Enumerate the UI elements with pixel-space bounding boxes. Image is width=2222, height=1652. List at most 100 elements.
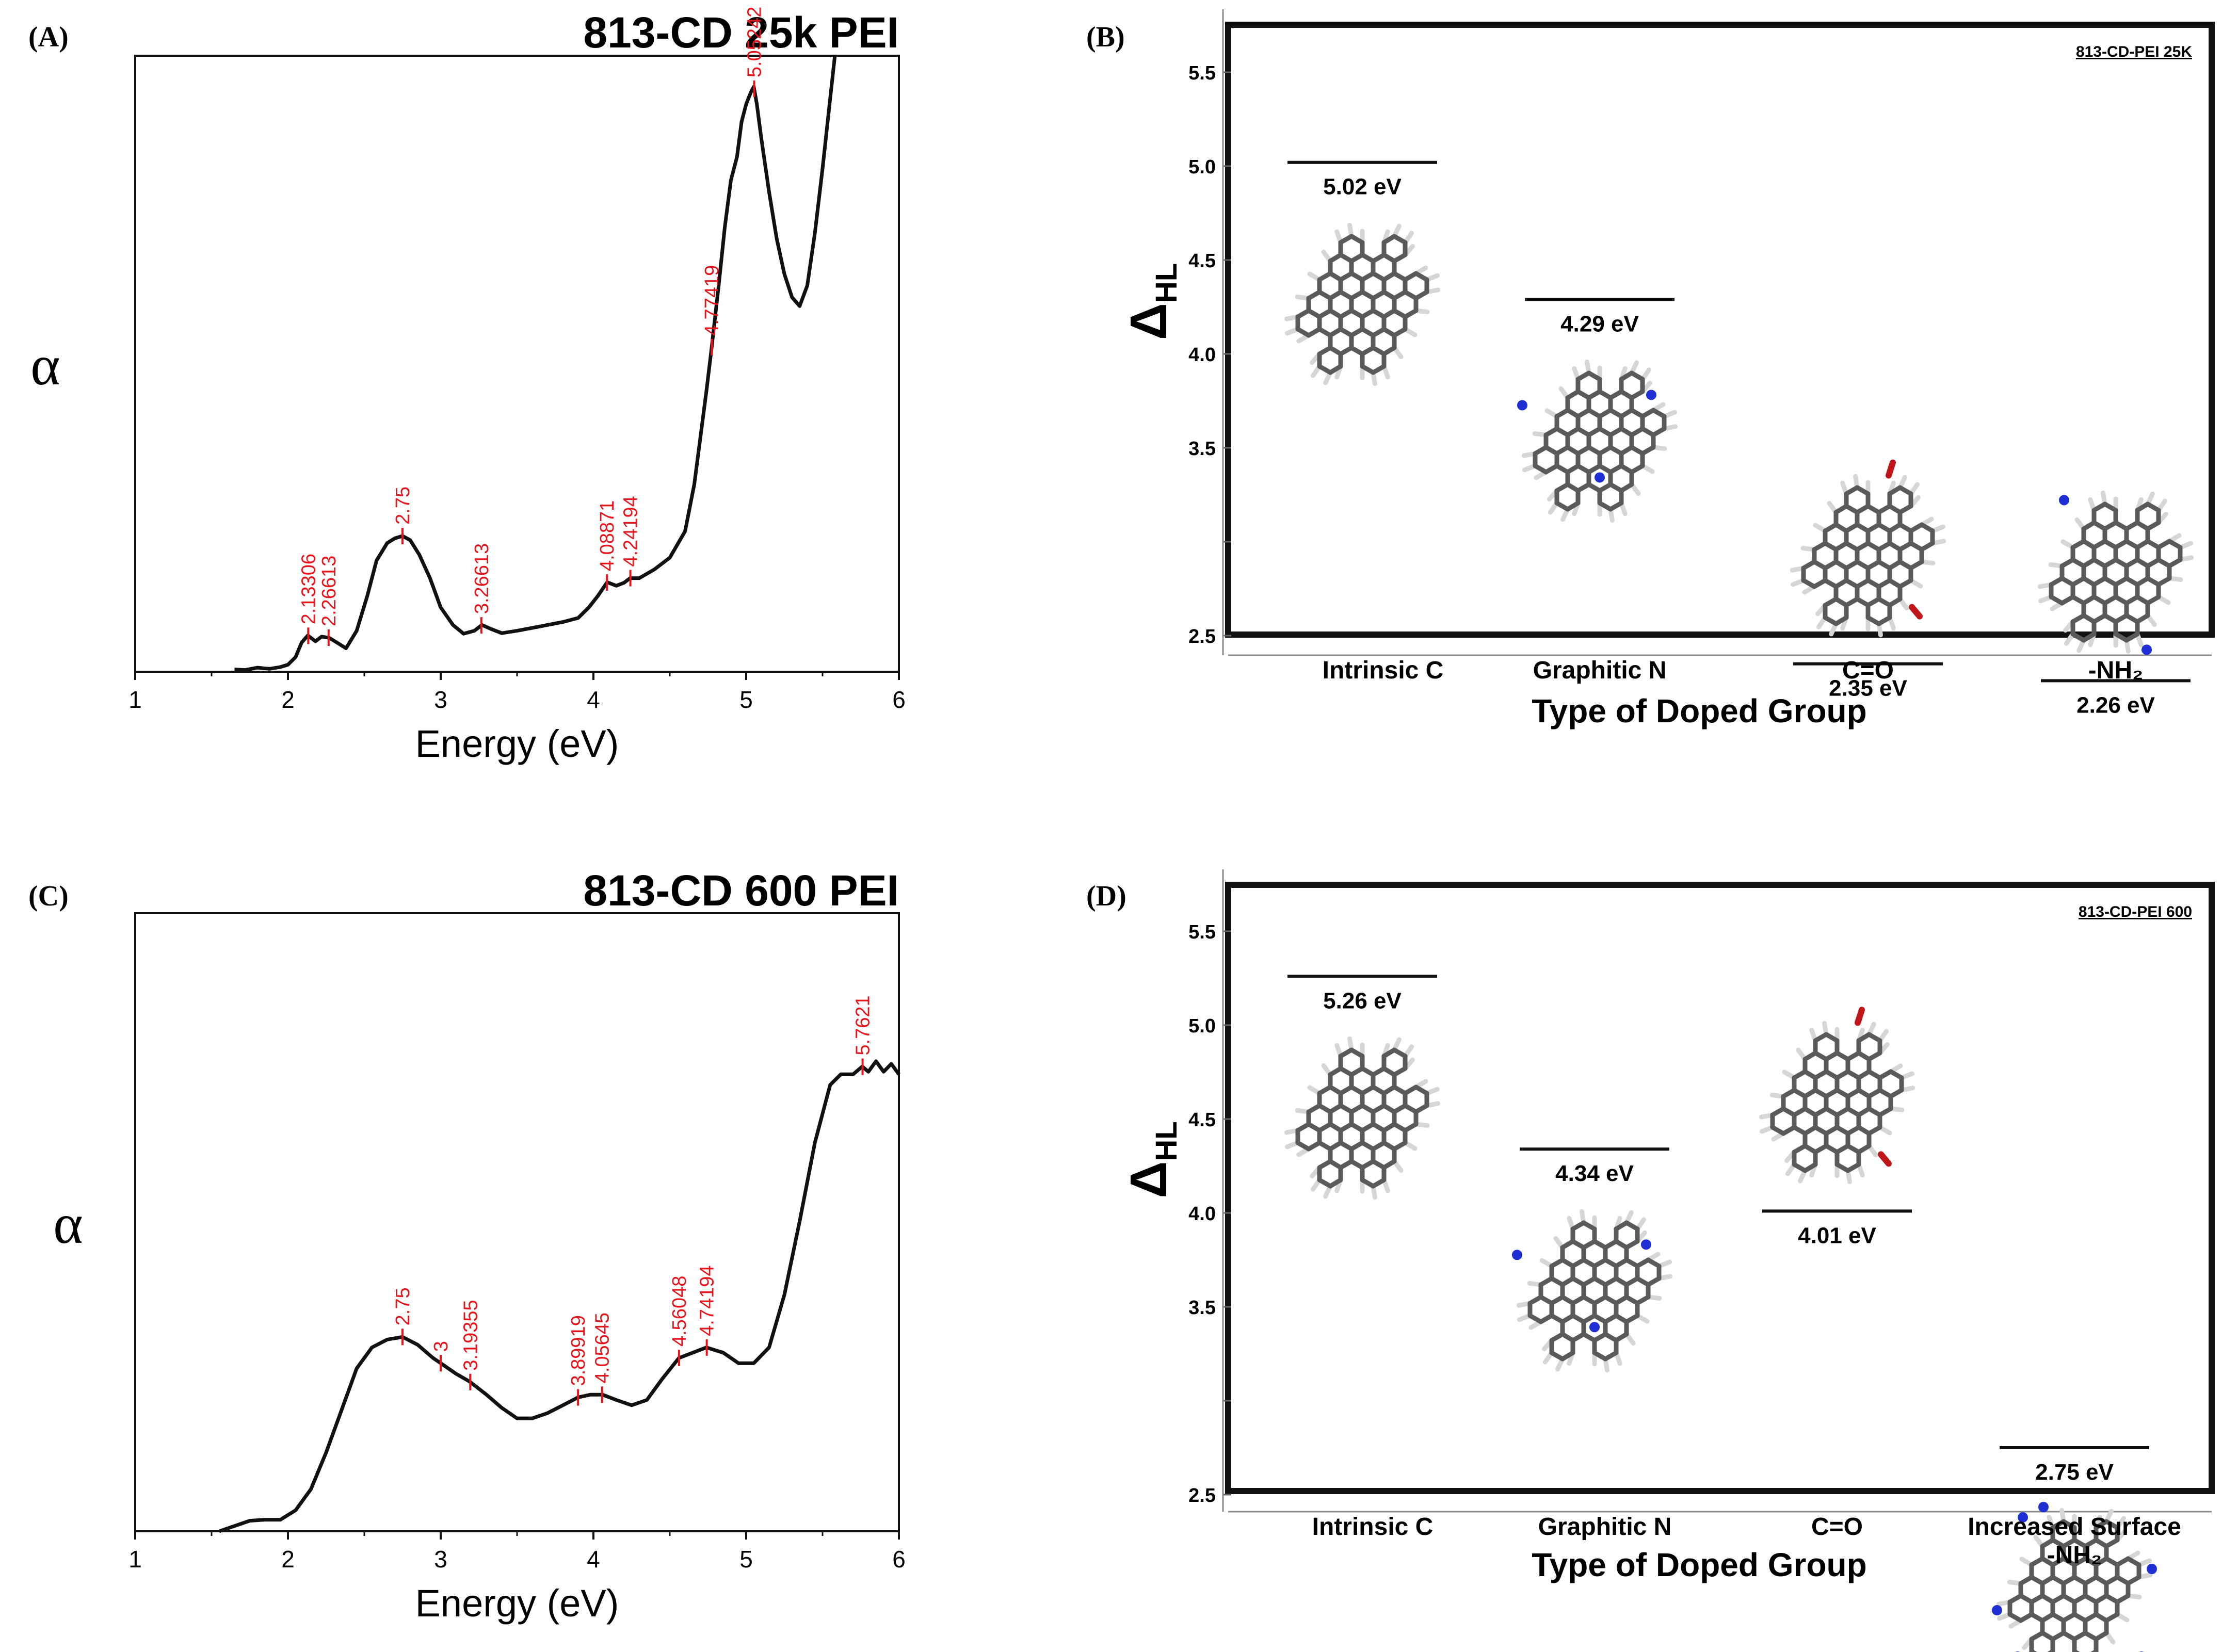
c-bond: [1381, 1047, 1397, 1059]
x-tick-label: 3: [434, 686, 447, 713]
panel-d-letter: (D): [1086, 880, 1126, 912]
peak-label: 2.75: [392, 487, 414, 525]
c-bond: [2156, 576, 2172, 587]
x-tick-label: 5: [739, 1546, 753, 1573]
c-bond: [1856, 1143, 1872, 1155]
y-tick-label: 5.5: [1188, 921, 1216, 943]
x-tick-label: 4: [587, 686, 600, 713]
peak-label: 2.75: [392, 1287, 414, 1325]
c-bond: [1381, 1159, 1397, 1170]
c-bond: [1651, 426, 1667, 438]
c-bond: [2091, 501, 2107, 513]
y-axis-label: ΔHL: [1120, 1121, 1183, 1198]
y-tick-label: 4.5: [1188, 1109, 1216, 1131]
panel-tag: 813-CD-PEI 25K: [2076, 43, 2192, 60]
c-bond: [1897, 578, 1913, 589]
energy-value-label: 2.26 eV: [2076, 692, 2155, 718]
x-tick-label: 2: [281, 1546, 295, 1573]
x-tick-label: 6: [892, 1546, 906, 1573]
peak-label: 5.7621: [852, 995, 874, 1055]
amine-group: [2147, 1564, 2157, 1574]
c-bond: [2104, 1537, 2120, 1549]
y-tick-label: 4.0: [1188, 344, 1216, 366]
c-bond: [1897, 504, 1913, 515]
y-tick-label: 4.5: [1188, 250, 1216, 272]
c-bond: [1908, 559, 1924, 571]
panel-tag: 813-CD-PEI 600: [2079, 903, 2192, 920]
y-tick-label: 3.5: [1188, 438, 1216, 460]
molecule-carbonyl: [1790, 459, 1946, 638]
absorption-curve: [218, 1059, 900, 1533]
category-label: Graphitic N: [1533, 657, 1667, 684]
x-tick-label: 5: [739, 686, 753, 713]
molecule-carbonyl: [1759, 1007, 1915, 1185]
c-bond: [1887, 596, 1903, 608]
c-bond: [1570, 1220, 1586, 1232]
peak-label: 3.26613: [471, 543, 493, 614]
energy-value-label: 4.01 eV: [1798, 1223, 1876, 1248]
c-bond: [1919, 541, 1935, 552]
panel-c: (C) 813-CD 600 PEI 1 2 3 4 5 6 Energy (eV) α 2.75 3…: [28, 866, 906, 1625]
panel-a: (A) 813-CD 25k PEI 1 2 3 4 5 6 Energy (eV) α 2.133…: [28, 7, 906, 765]
c-bond: [1908, 522, 1924, 533]
c-bond: [1575, 370, 1591, 382]
panel-d: (D) 2.5 3.5 4.0 4.5 5.0 5.5 813-CD-PEI 600 ΔHL 5.…: [1086, 869, 2215, 1652]
c-bond: [1614, 1220, 1629, 1232]
x-tick-label: 6: [892, 686, 906, 713]
c-bond: [1338, 1047, 1354, 1059]
c-bond: [1629, 389, 1645, 400]
c-bond: [2115, 1556, 2131, 1567]
c-bond: [2126, 1575, 2142, 1586]
x-tick-label: 2: [281, 686, 295, 713]
panel-b: (B) 2.5 3.5 4.0 4.5 5.0 5.5 813-CD-PEI 25K ΔHL 5.…: [1086, 9, 2215, 730]
plot-frame: [1225, 882, 2215, 1494]
category-label-2: -NH₂: [2047, 1542, 2102, 1569]
oxygen-bond: [1886, 459, 1896, 479]
peak-label: 3: [430, 1341, 452, 1352]
plot-frame: [134, 912, 900, 1532]
c-bond: [1392, 252, 1408, 264]
c-bond: [1866, 1125, 1882, 1136]
c-bond: [1635, 1294, 1651, 1306]
category-label: Intrinsic C: [1323, 657, 1444, 684]
y-tick-label: 5.0: [1188, 156, 1216, 178]
y-axis-label: ΔHL: [1120, 263, 1183, 340]
c-bond: [1646, 1276, 1662, 1287]
y-tick-label: 2.5: [1188, 626, 1216, 647]
y-tick-label: 4.0: [1188, 1203, 1216, 1225]
energy-value-label: 5.02 eV: [1323, 174, 1402, 200]
c-bond: [1413, 289, 1429, 301]
nitrogen-atom: [1641, 1239, 1651, 1250]
nitrogen-atom: [1595, 472, 1605, 483]
c-bond: [1381, 234, 1397, 245]
peak-label: 4.08871: [597, 500, 618, 571]
c-bond: [1844, 485, 1860, 496]
c-bond: [2104, 1612, 2120, 1623]
c-bond: [1877, 1069, 1893, 1080]
x-tick-label: 3: [434, 1546, 447, 1573]
c-bond: [1381, 345, 1397, 357]
absorption-curve: [234, 56, 837, 672]
c-bond: [1403, 308, 1419, 319]
amine-group: [2018, 1512, 2028, 1523]
c-bond: [1413, 1103, 1429, 1114]
y-tick-label: 5.5: [1188, 62, 1216, 84]
energy-value-label: 2.35 eV: [1829, 676, 1907, 701]
amine-group: [2142, 644, 2152, 655]
c-bond: [2050, 1519, 2066, 1530]
category-label: -NH₂: [2088, 657, 2144, 684]
c-bond: [1403, 1084, 1419, 1096]
panel-a-letter: (A): [28, 21, 69, 53]
peak-label: 4.74194: [697, 1266, 718, 1336]
c-bond: [1856, 1032, 1872, 1043]
energy-value-label: 4.29 eV: [1560, 311, 1639, 336]
y-tick-label: 5.0: [1188, 1015, 1216, 1037]
peak-label: 2.13306: [298, 554, 319, 624]
c-bond: [2135, 613, 2150, 624]
c-bond: [1392, 1066, 1408, 1077]
x-axis-label: Energy (eV): [415, 722, 619, 765]
c-bond: [1614, 1332, 1629, 1343]
peak-label: 4.24194: [620, 496, 642, 566]
molecule-amine-plus: [1992, 1502, 2157, 1652]
